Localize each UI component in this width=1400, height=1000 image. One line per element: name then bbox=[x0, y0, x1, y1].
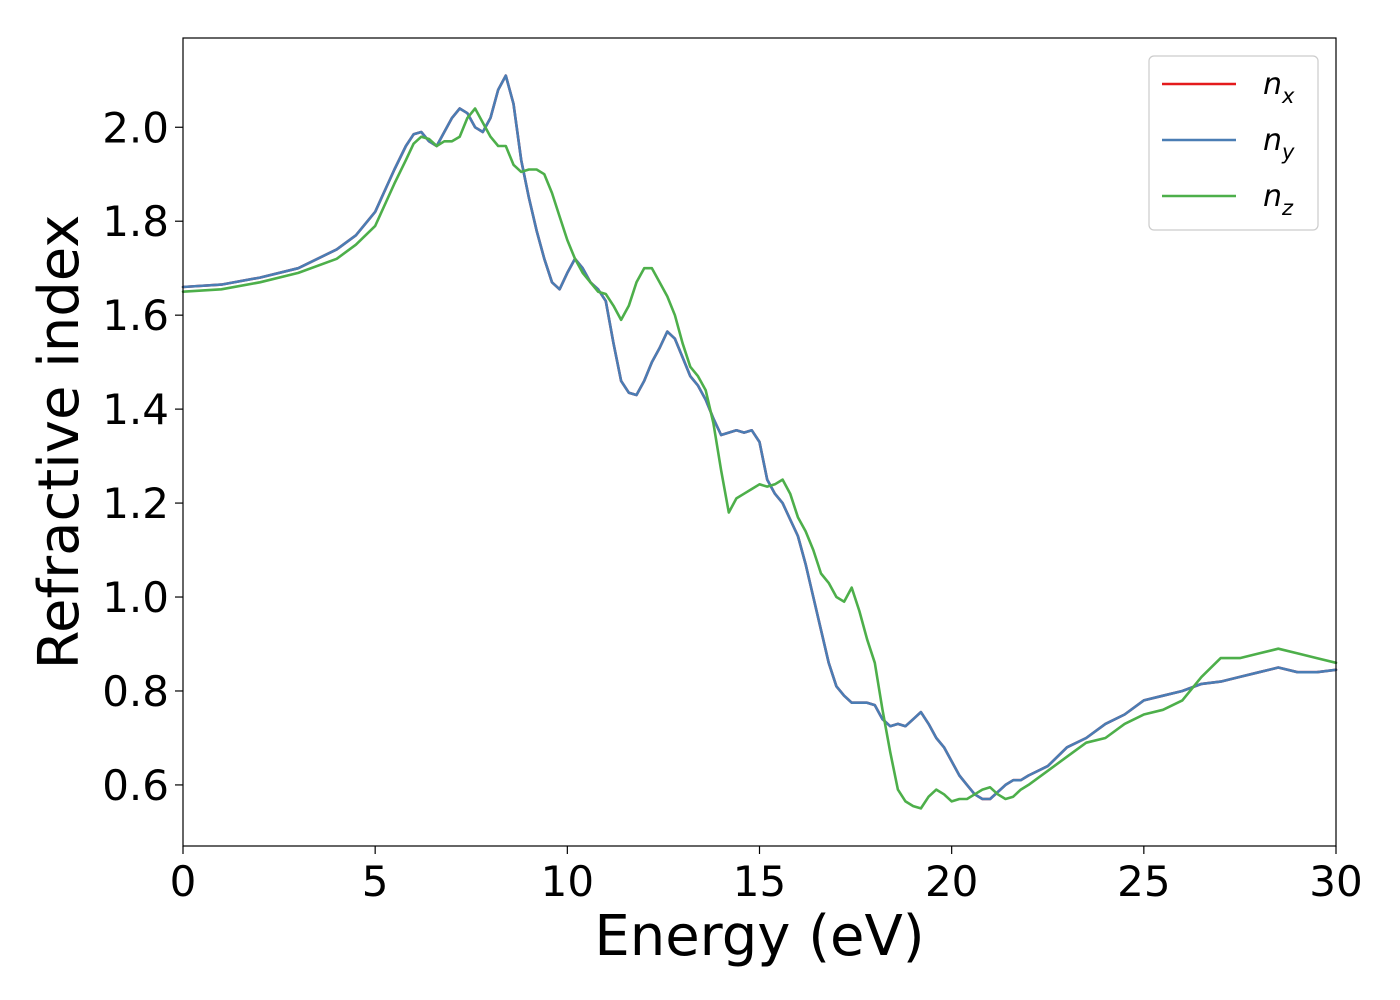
y-tick-label: 2.0 bbox=[102, 103, 169, 152]
legend-entry-label: nx bbox=[1263, 67, 1295, 108]
x-tick-label: 25 bbox=[1117, 857, 1170, 906]
x-tick-label: 15 bbox=[733, 857, 786, 906]
y-axis-label: Refractive index bbox=[27, 215, 92, 670]
x-axis-ticks: 0 5 10 15 20 25 30 bbox=[170, 846, 1363, 906]
y-tick-label: 0.6 bbox=[102, 761, 169, 810]
y-tick-label: 1.0 bbox=[102, 573, 169, 622]
legend-entry-label: ny bbox=[1263, 123, 1295, 164]
legend: nx ny nz bbox=[1148, 55, 1319, 231]
x-tick-label: 10 bbox=[541, 857, 594, 906]
y-tick-label: 0.8 bbox=[102, 667, 169, 716]
x-tick-label: 0 bbox=[170, 857, 197, 906]
y-tick-label: 1.8 bbox=[102, 197, 169, 246]
x-tick-label: 30 bbox=[1309, 857, 1362, 906]
y-tick-label: 1.6 bbox=[102, 291, 169, 340]
x-axis-label: Energy (eV) bbox=[594, 904, 924, 969]
series-layer bbox=[181, 74, 1338, 810]
series-line-n-y bbox=[181, 74, 1338, 801]
legend-entry-label: nz bbox=[1263, 179, 1294, 220]
y-axis-ticks: 0.6 0.8 1.0 1.2 1.4 1.6 1.8 2.0 bbox=[102, 103, 183, 810]
series-line-n-z bbox=[181, 107, 1338, 810]
x-tick-label: 5 bbox=[362, 857, 389, 906]
legend-box bbox=[1148, 55, 1319, 231]
y-tick-label: 1.4 bbox=[102, 385, 169, 434]
x-tick-label: 20 bbox=[925, 857, 978, 906]
y-tick-label: 1.2 bbox=[102, 479, 169, 528]
